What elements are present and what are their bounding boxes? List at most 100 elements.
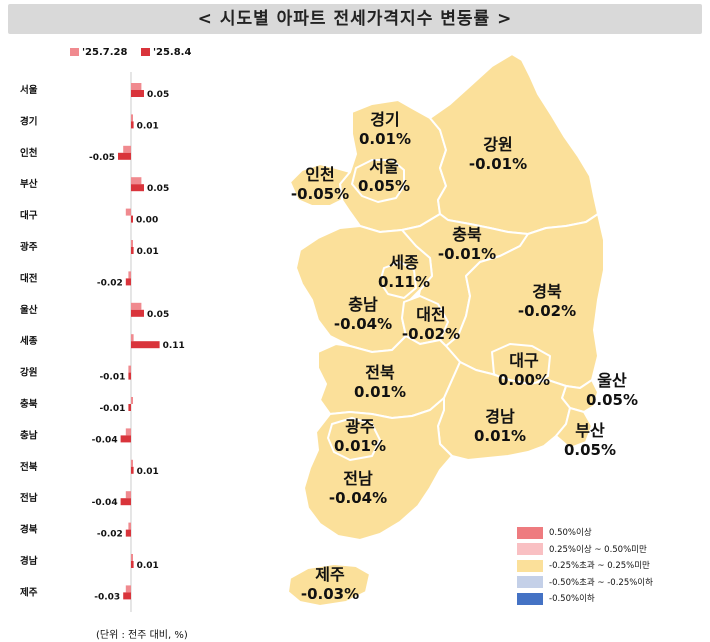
category-label: 인천 [20, 148, 37, 159]
legend-label-series-a: '25.7.28 [82, 47, 128, 58]
bar-series-b [120, 435, 131, 443]
map-region-value: -0.03% [301, 585, 359, 603]
map-region-value: 0.05% [564, 441, 616, 459]
data-label: 0.01 [137, 467, 159, 477]
map-legend-label: -0.50%초과 ~ -0.25%이하 [549, 577, 653, 588]
page-title: < 시도별 아파트 전세가격지수 변동률 > [8, 4, 702, 34]
data-label: -0.03 [94, 592, 120, 602]
map-region-value: 0.01% [474, 427, 526, 445]
bar-series-a [125, 491, 131, 499]
bar-series-a [125, 585, 131, 593]
bar-series-b [128, 404, 131, 411]
data-label: 0.05 [147, 310, 169, 320]
map-legend-item: 0.50%이상 [517, 525, 653, 542]
data-label: -0.05 [89, 153, 115, 163]
data-label: 0.05 [147, 90, 169, 100]
category-label: 광주 [20, 241, 38, 253]
map-region-name: 대전 [416, 305, 445, 324]
data-label: 0.05 [147, 184, 169, 194]
bar-series-b [120, 498, 131, 506]
map-legend-swatch [517, 592, 543, 605]
map-region-name: 충남 [348, 295, 378, 314]
data-label: 0.01 [137, 247, 159, 257]
map-legend-label: -0.50%이하 [549, 594, 595, 604]
map-region-value: -0.04% [334, 315, 392, 333]
data-label: -0.04 [92, 435, 118, 445]
map-region-gwangju [327, 417, 381, 461]
data-label: -0.01 [99, 404, 125, 414]
bar-series-a [125, 208, 131, 216]
category-label: 제주 [20, 586, 38, 598]
map-legend-swatch [517, 526, 543, 539]
map-region-sejong [379, 261, 417, 299]
map-region-name: 경기 [370, 110, 399, 129]
bar-series-b [131, 121, 134, 129]
bar-series-b [118, 152, 131, 160]
bar-series-a [128, 522, 131, 530]
category-label: 충남 [20, 429, 38, 441]
bar-series-a [131, 83, 142, 90]
map-region-name: 경북 [532, 282, 562, 301]
map-region-name: 전북 [365, 363, 395, 382]
bar-series-a [131, 240, 133, 247]
map-legend-item: -0.25%초과 ~ 0.25%미만 [517, 558, 653, 575]
category-label: 울산 [20, 304, 38, 316]
map-region-value: 0.01% [354, 383, 406, 401]
bar-series-b [125, 278, 131, 286]
map-region-name: 세종 [389, 253, 419, 272]
unit-note: (단위 : 전주 대비, %) [96, 630, 188, 641]
map-region-name: 경남 [485, 407, 515, 426]
category-label: 대전 [20, 272, 37, 284]
data-label: -0.04 [92, 498, 118, 508]
map-legend-item: 0.25%이상 ~ 0.50%미만 [517, 542, 653, 559]
category-label: 세종 [20, 335, 38, 347]
map-legend-item: -0.50%이하 [517, 591, 653, 608]
map-region-value: 0.11% [378, 273, 430, 291]
category-label: 경기 [20, 115, 37, 127]
map-region-value: -0.02% [402, 325, 460, 343]
bar-series-a [131, 177, 142, 185]
bar-series-b [131, 90, 144, 97]
map-region-busan [555, 407, 593, 449]
data-label: 0.00 [136, 216, 158, 226]
map-legend-swatch [517, 543, 543, 555]
data-label: -0.01 [99, 373, 125, 383]
map-region-name: 충북 [452, 225, 482, 244]
map-region-name: 대구 [509, 351, 539, 370]
map-region-value: 0.05% [586, 391, 638, 409]
bar-series-a [131, 302, 142, 310]
map-region-value: -0.01% [438, 245, 496, 263]
map-legend-label: 0.25%이상 ~ 0.50%미만 [549, 544, 647, 555]
map-region-value: 0.00% [498, 371, 550, 389]
map-region-value: 0.05% [358, 177, 410, 195]
bar-series-a [131, 114, 133, 122]
map-region-value: -0.01% [469, 155, 527, 173]
category-label: 경남 [20, 555, 38, 567]
bar-series-b [128, 372, 131, 380]
map-region-value: -0.02% [518, 302, 576, 320]
category-label: 경북 [20, 524, 38, 536]
map-legend-label: -0.25%초과 ~ 0.25%미만 [549, 561, 650, 571]
map-region-name: 인천 [305, 165, 334, 184]
map-region-value: -0.05% [291, 185, 349, 203]
bar-series-a [131, 397, 133, 404]
category-label: 부산 [20, 178, 38, 190]
legend-swatch-series-a [70, 48, 79, 56]
bar-series-b [131, 309, 144, 317]
bar-series-b [131, 466, 134, 474]
map-region-name: 부산 [575, 421, 605, 440]
map-region-name: 강원 [483, 135, 512, 154]
map-legend-swatch [517, 576, 543, 588]
category-label: 충북 [20, 398, 38, 410]
data-label: -0.02 [97, 278, 123, 288]
data-label: 0.01 [137, 561, 159, 571]
map-region-value: -0.04% [329, 489, 387, 507]
map-region-incheon [289, 163, 351, 207]
legend-item-series-b: '25.8.4 [140, 47, 191, 58]
map-region-name: 울산 [597, 371, 627, 390]
bar-series-a [128, 271, 131, 279]
category-label: 강원 [20, 367, 37, 379]
legend-item-series-a: '25.7.28 [70, 47, 127, 58]
